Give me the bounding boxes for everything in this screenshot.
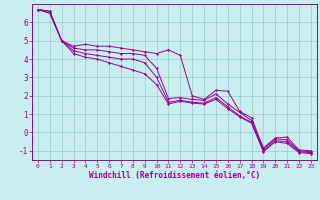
X-axis label: Windchill (Refroidissement éolien,°C): Windchill (Refroidissement éolien,°C)	[89, 171, 260, 180]
